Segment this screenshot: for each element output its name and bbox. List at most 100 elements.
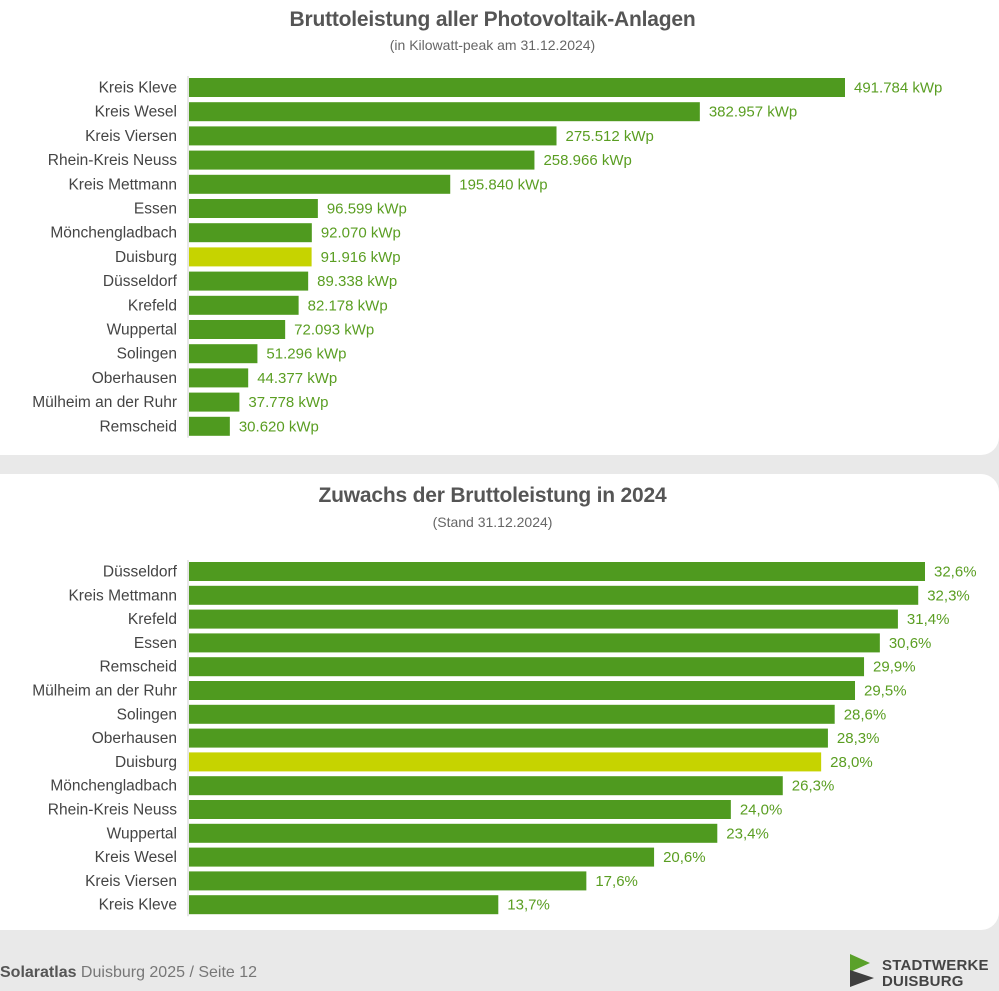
bar (189, 704, 835, 724)
bar (189, 609, 898, 629)
category-label: Essen (134, 201, 177, 218)
value-label: 92.070 kWp (321, 225, 401, 242)
bar (189, 78, 845, 97)
category-label: Oberhausen (92, 730, 177, 747)
category-label: Kreis Wesel (95, 104, 177, 121)
value-label: 32,3% (927, 587, 970, 604)
logo-line1: STADTWERKE (882, 957, 989, 974)
category-label: Remscheid (99, 418, 177, 435)
category-label: Mönchengladbach (50, 778, 177, 795)
value-label: 26,3% (792, 778, 835, 795)
value-label: 30,6% (889, 635, 932, 652)
value-label: 195.840 kWp (459, 176, 547, 193)
category-label: Krefeld (128, 611, 177, 628)
bar (189, 562, 925, 581)
bar (189, 633, 880, 653)
chart-subtitle: (Stand 31.12.2024) (432, 514, 553, 530)
bar (189, 823, 718, 843)
bar (189, 126, 557, 146)
value-label: 29,5% (864, 683, 907, 700)
value-label: 28,6% (844, 706, 887, 723)
category-label: Wuppertal (107, 322, 177, 339)
bar (189, 392, 240, 412)
value-label: 20,6% (663, 849, 706, 866)
logo-mark-icon (850, 954, 874, 987)
value-label: 30.620 kWp (239, 418, 319, 435)
value-label: 82.178 kWp (308, 297, 388, 314)
category-label: Remscheid (99, 659, 177, 676)
value-label: 91.916 kWp (321, 249, 401, 266)
bar-highlight (189, 752, 822, 772)
bar (189, 223, 312, 243)
category-label: Solingen (117, 346, 177, 363)
chart-panel-capacity: Bruttoleistung aller Photovoltaik-Anlage… (0, 0, 999, 455)
category-label: Düsseldorf (103, 273, 178, 290)
bar (189, 776, 783, 796)
bar (189, 102, 700, 122)
bar (189, 368, 249, 388)
value-label: 275.512 kWp (566, 128, 654, 145)
value-label: 491.784 kWp (854, 80, 942, 97)
value-label: 32,6% (934, 564, 977, 581)
value-label: 96.599 kWp (327, 201, 407, 218)
value-label: 51.296 kWp (266, 346, 346, 363)
footer-brand: Solaratlas Duisburg 2025 / Seite 12 (0, 964, 257, 982)
footer-brand-rest: Duisburg 2025 / Seite 12 (76, 964, 258, 981)
growth-bar-chart: Düsseldorf 32,6% Kreis Mettmann 32,3% Krefel… (32, 560, 977, 917)
bar (189, 174, 451, 194)
value-label: 37.778 kWp (248, 394, 328, 411)
category-label: Kreis Mettmann (68, 176, 177, 193)
chart-subtitle: (in Kilowatt-peak am 31.12.2024) (389, 37, 596, 53)
bar (189, 150, 535, 170)
category-label: Wuppertal (107, 825, 177, 842)
bar (189, 271, 309, 291)
category-label: Kreis Viersen (85, 873, 177, 890)
value-label: 31,4% (907, 611, 950, 628)
bar (189, 800, 731, 819)
category-label: Kreis Kleve (99, 80, 177, 97)
bar (189, 657, 865, 677)
category-label: Mülheim an der Ruhr (32, 683, 177, 700)
bar (189, 585, 919, 605)
category-label: Kreis Wesel (95, 849, 177, 866)
category-label: Duisburg (115, 249, 177, 266)
stadtwerke-logo: STADTWERKE DUISBURG (848, 952, 998, 991)
value-label: 24,0% (740, 802, 783, 819)
category-label: Solingen (117, 706, 177, 723)
category-label: Oberhausen (92, 370, 177, 387)
capacity-bar-chart: Kreis Kleve 491.784 kWp Kreis Wesel 382.957… (32, 76, 942, 438)
bar (189, 199, 318, 218)
category-label: Kreis Kleve (99, 897, 177, 914)
value-label: 29,9% (873, 659, 916, 676)
bar (189, 416, 230, 436)
value-label: 23,4% (726, 825, 769, 842)
value-label: 17,6% (595, 873, 638, 890)
value-label: 28,3% (837, 730, 880, 747)
value-label: 44.377 kWp (257, 370, 337, 387)
category-label: Duisburg (115, 754, 177, 771)
logo-line2: DUISBURG (882, 973, 964, 990)
value-label: 258.966 kWp (543, 152, 631, 169)
category-label: Düsseldorf (103, 564, 178, 581)
category-label: Kreis Mettmann (68, 587, 177, 604)
value-label: 28,0% (830, 754, 873, 771)
category-label: Mülheim an der Ruhr (32, 394, 177, 411)
bar (189, 681, 856, 700)
value-label: 13,7% (507, 897, 550, 914)
footer-brand-bold: Solaratlas (0, 964, 77, 981)
category-label: Mönchengladbach (50, 225, 177, 242)
category-label: Kreis Viersen (85, 128, 177, 145)
bar (189, 320, 286, 339)
category-label: Essen (134, 635, 177, 652)
chart-title: Bruttoleistung aller Photovoltaik-Anlage… (289, 8, 696, 31)
value-label: 72.093 kWp (294, 322, 374, 339)
bar (189, 871, 587, 891)
bar (189, 847, 655, 867)
chart-panel-growth: Zuwachs der Bruttoleistung in 2024 (Stan… (0, 474, 999, 930)
category-label: Krefeld (128, 297, 177, 314)
chart-title: Zuwachs der Bruttoleistung in 2024 (318, 484, 667, 507)
bar (189, 728, 828, 748)
bar (189, 895, 499, 915)
value-label: 382.957 kWp (709, 104, 797, 121)
value-label: 89.338 kWp (317, 273, 397, 290)
